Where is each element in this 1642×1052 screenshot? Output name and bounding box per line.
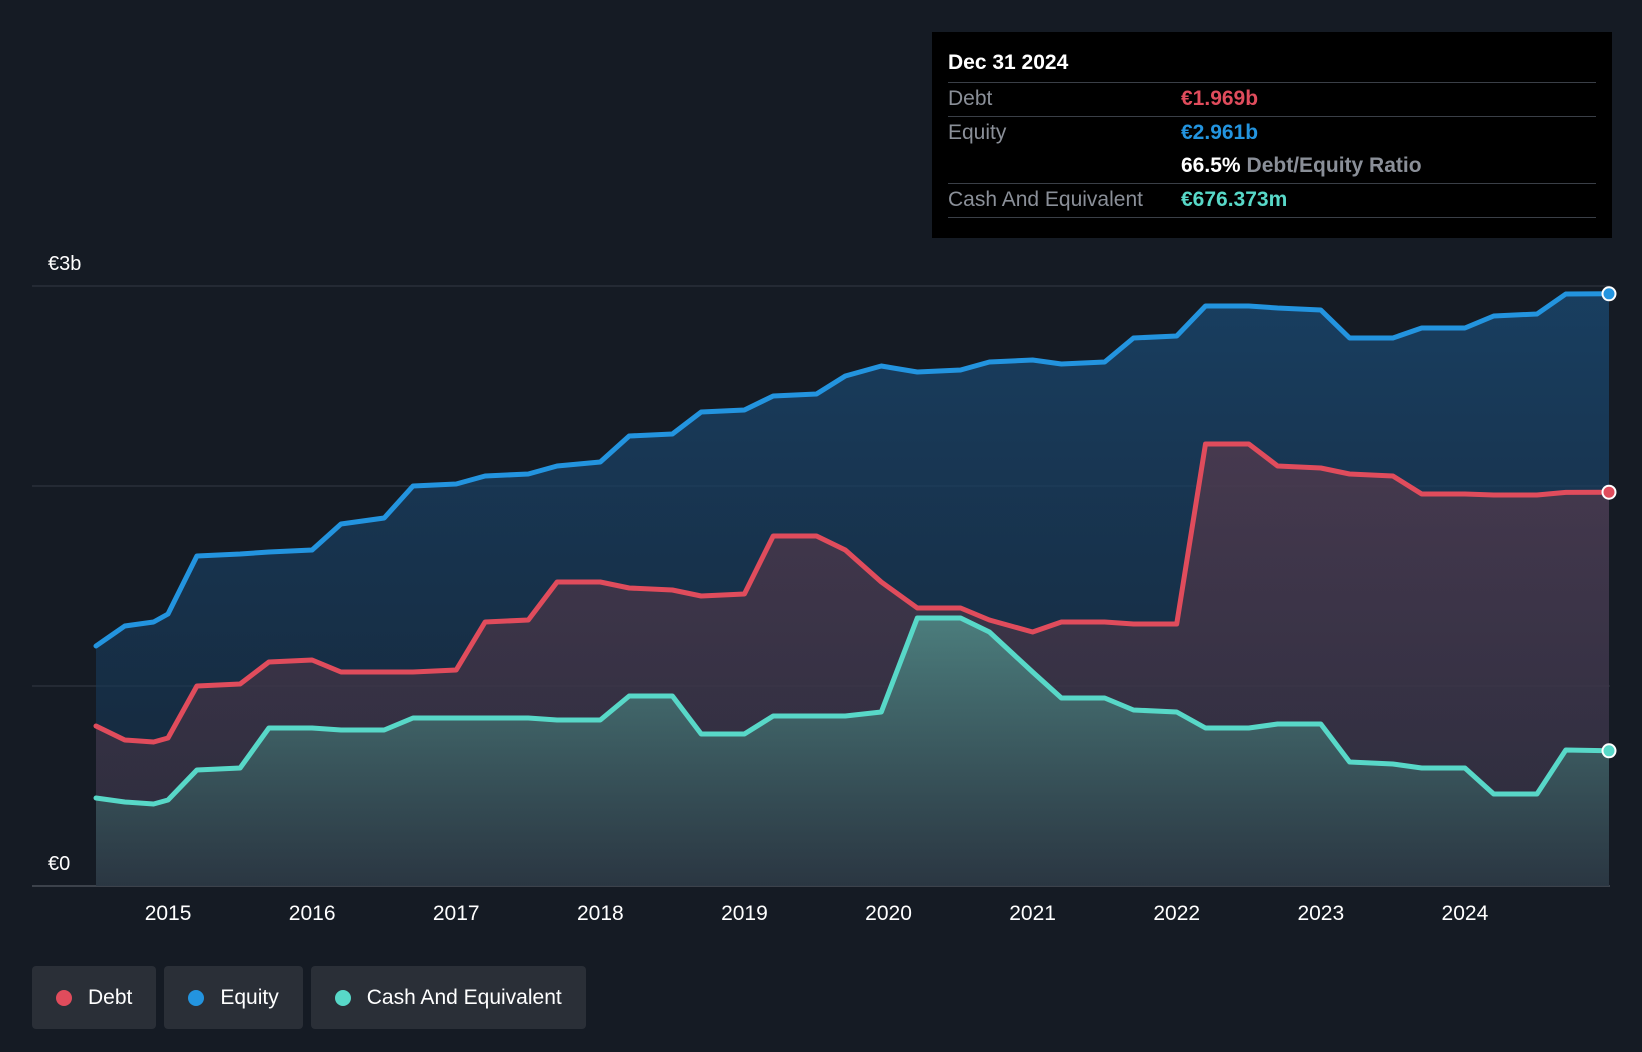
x-tick-label: 2016 [289,902,336,925]
tooltip-debt-row: Debt €1.969b [948,83,1596,117]
y-label-bottom: €0 [48,853,70,875]
tooltip-debt-label: Debt [948,87,993,110]
legend-label-cash: Cash And Equivalent [366,985,562,1009]
debt-line [93,441,1612,745]
x-tick-label: 2019 [721,902,768,925]
cash-dot-icon [334,989,351,1006]
tooltip-ratio-value: 66.5% [1181,154,1241,177]
x-axis-labels: 2015 2016 2017 2018 2019 2020 2021 2022 2023 2024 [145,902,1489,925]
x-tick-label: 2021 [1009,902,1056,925]
equity-dot-icon [188,989,205,1006]
x-tick-label: 2020 [865,902,912,925]
tooltip-debt-value: €1.969b [1181,87,1259,110]
legend-item-equity[interactable]: Equity [164,966,303,1029]
tooltip-equity-label: Equity [948,121,1007,144]
tooltip-cash-row: Cash And Equivalent €676.373m [948,184,1596,218]
legend: Debt Equity Cash And Equivalent [32,966,586,1029]
tooltip-ratio-label: Debt/Equity Ratio [1246,154,1422,177]
debt-end-point [1601,484,1617,500]
cash-and-equivalent-area [96,618,1609,886]
tooltip-cash-value: €676.373m [1181,188,1288,211]
tooltip-panel: Dec 31 2024 Debt €1.969b Equity €2.961b … [932,32,1612,238]
x-tick-label: 2015 [145,902,192,925]
equity-end-point [1601,286,1617,302]
x-tick-label: 2023 [1297,902,1344,925]
legend-label-equity: Equity [220,985,279,1009]
tooltip-ratio-row: 66.5% Debt/Equity Ratio [948,150,1596,184]
tooltip-cash-label: Cash And Equivalent [948,188,1143,211]
x-tick-label: 2018 [577,902,624,925]
y-axis-labels: €3b €0 [48,253,81,875]
tooltip-date: Dec 31 2024 [948,48,1596,83]
debt-dot-icon [56,989,72,1006]
legend-item-cash[interactable]: Cash And Equivalent [310,966,586,1029]
tooltip-equity-row: Equity €2.961b [948,117,1596,150]
cash-and-equivalent-end-point [1601,743,1617,759]
series-areas [96,293,1609,886]
x-tick-label: 2024 [1442,902,1489,925]
tooltip-equity-value: €2.961b [1181,121,1259,144]
series-lines [93,291,1612,807]
legend-label-debt: Debt [88,985,133,1009]
x-tick-label: 2017 [433,902,480,925]
x-tick-label: 2022 [1153,902,1200,925]
cash-and-equivalent-line [93,615,1612,807]
y-label-top: €3b [48,253,81,275]
equity-line [93,291,1612,649]
series-end-markers [1601,286,1617,759]
legend-item-debt[interactable]: Debt [32,966,157,1029]
